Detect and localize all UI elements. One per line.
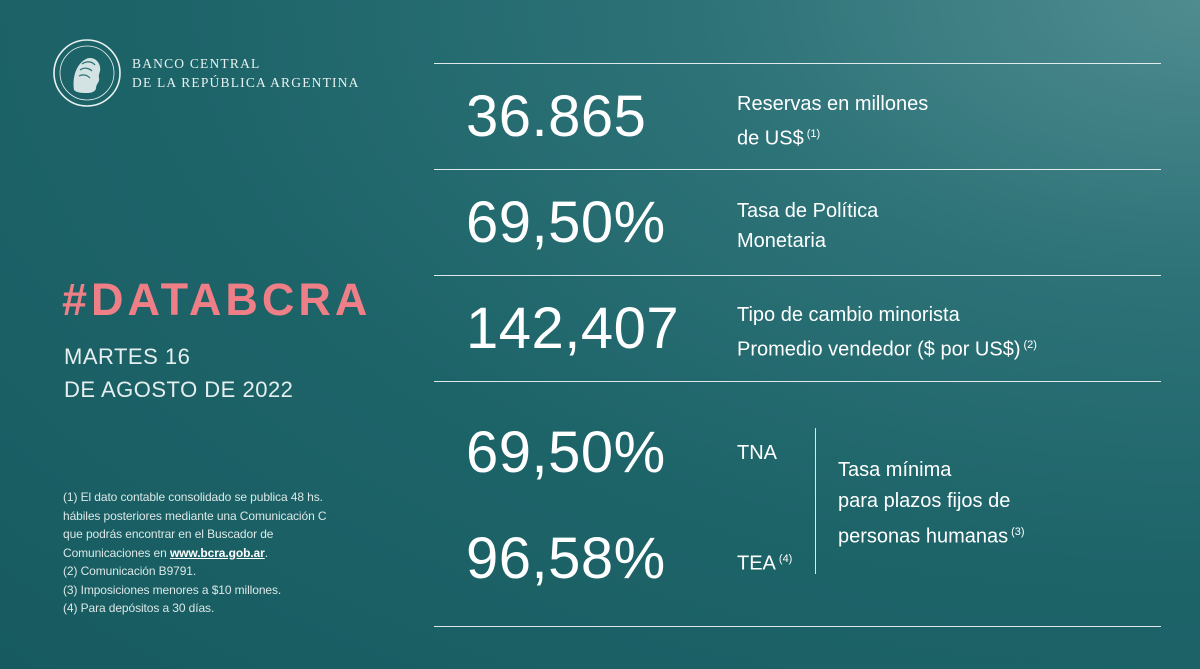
- reserves-label-line2: de US$ (1): [737, 119, 928, 154]
- fixed-term-description: Tasa mínima para plazos fijos de persona…: [838, 455, 1025, 553]
- exchange-rate-label: Tipo de cambio minorista Promedio vended…: [737, 300, 1037, 365]
- vertical-divider: [815, 428, 816, 574]
- policy-rate-label-line1: Tasa de Política: [737, 200, 879, 222]
- tea-label-text: TEA: [737, 552, 776, 575]
- divider-top: [434, 63, 1161, 64]
- footnote-4: (4) Para depósitos a 30 días.: [63, 601, 215, 615]
- bcra-website-link[interactable]: www.bcra.gob.ar: [169, 545, 265, 560]
- footnote-3: (3) Imposiciones menores a $10 millones.: [63, 582, 282, 597]
- divider-3: [434, 381, 1161, 382]
- fixed-term-desc-note: (3): [1011, 526, 1025, 538]
- reserves-label: Reservas en millones de US$ (1): [737, 89, 928, 154]
- footnote-1a: (1) El dato contable consolidado se publ…: [63, 490, 323, 504]
- date-line1: MARTES 16: [64, 344, 191, 369]
- fixed-term-desc-line2: para plazos fijos de: [838, 490, 1011, 512]
- divider-bottom: [434, 626, 1161, 627]
- divider-2: [434, 275, 1161, 276]
- footnote-1b: hábiles posteriores mediante una Comunic…: [63, 508, 327, 523]
- footnote-2: (2) Comunicación B9791.: [63, 564, 197, 578]
- footnote-1c: que podrás encontrar en el Buscador de: [63, 527, 274, 541]
- tea-value: 96,58%: [466, 526, 666, 591]
- bcra-logo: BANCO CENTRAL DE LA REPÚBLICA ARGENTINA: [52, 38, 360, 108]
- bcra-seal-icon: [53, 39, 121, 107]
- date-line2: DE AGOSTO DE 2022: [64, 377, 294, 402]
- fixed-term-desc-line3: personas humanas (3): [838, 517, 1025, 553]
- divider-1: [434, 169, 1161, 170]
- policy-rate-value: 69,50%: [466, 190, 666, 255]
- exchange-rate-label-line2-text: Promedio vendedor ($ por US$): [737, 338, 1021, 361]
- bank-name-line2: DE LA REPÚBLICA ARGENTINA: [132, 75, 360, 90]
- date-block: MARTES 16 DE AGOSTO DE 2022: [64, 340, 293, 406]
- tna-label: TNA: [737, 442, 777, 464]
- footnote-1d: Comunicaciones en www.bcra.gob.ar.: [63, 544, 413, 563]
- policy-rate-label-line2: Monetaria: [737, 230, 826, 252]
- reserves-value: 36.865: [466, 84, 647, 149]
- tna-value: 69,50%: [466, 420, 666, 485]
- footnotes: (1) El dato contable consolidado se publ…: [63, 488, 413, 618]
- exchange-rate-label-line2: Promedio vendedor ($ por US$) (2): [737, 330, 1037, 365]
- exchange-rate-note: (2): [1023, 339, 1037, 351]
- fixed-term-desc-line3-text: personas humanas: [838, 525, 1009, 548]
- footnote-1d-text: Comunicaciones en: [63, 545, 170, 560]
- tea-note: (4): [778, 553, 793, 565]
- reserves-note: (1): [806, 128, 821, 140]
- exchange-rate-label-line1: Tipo de cambio minorista: [737, 304, 960, 326]
- reserves-label-line2-text: de US$: [737, 127, 804, 150]
- footnote-1-end: .: [264, 545, 268, 560]
- hashtag-title: #DATABCRA: [62, 274, 372, 325]
- fixed-term-desc-line1: Tasa mínima: [838, 459, 952, 481]
- reserves-label-line1: Reservas en millones: [737, 93, 929, 115]
- policy-rate-label: Tasa de Política Monetaria: [737, 196, 878, 256]
- exchange-rate-value: 142,407: [466, 296, 680, 361]
- tea-label: TEA (4): [737, 544, 792, 579]
- bank-name-line1: BANCO CENTRAL: [132, 56, 261, 71]
